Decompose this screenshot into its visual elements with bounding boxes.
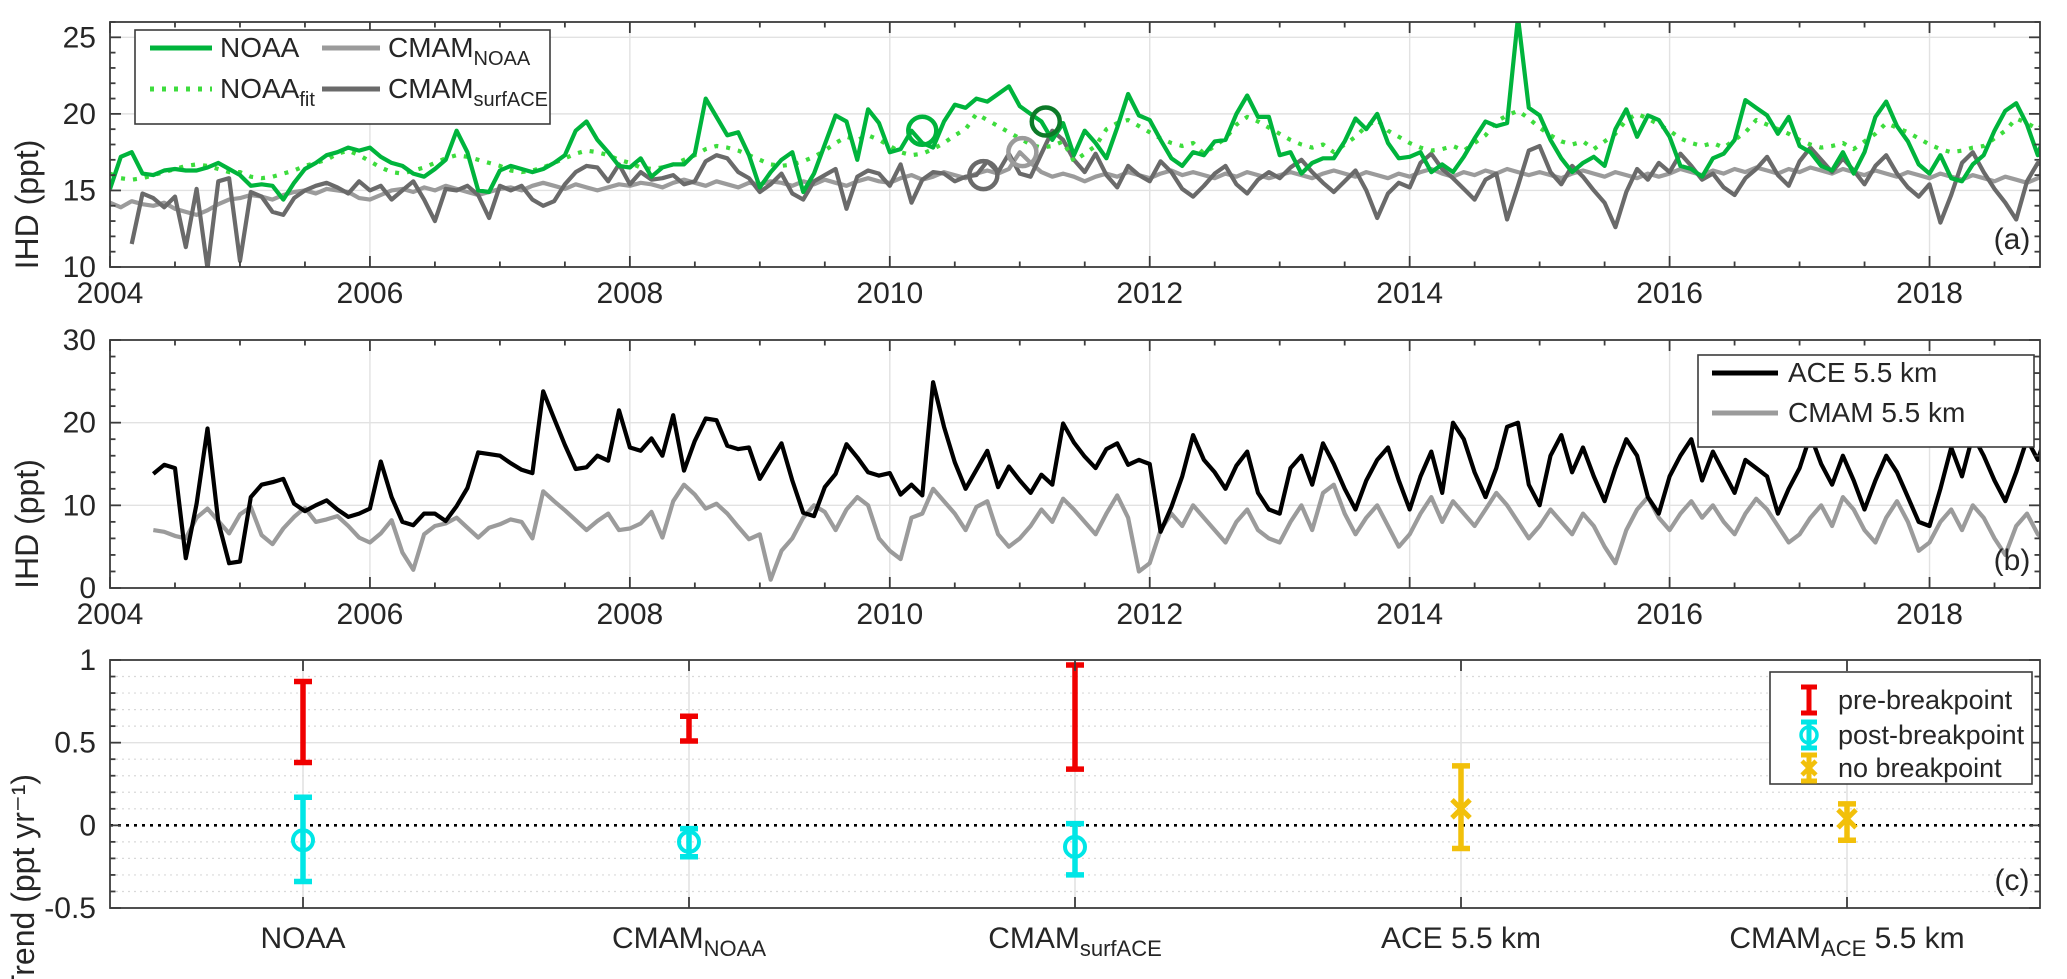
cmam-5-5-km-line [152,482,2040,582]
x-tick-label: 2014 [1376,598,1443,631]
category-label: CMAMsurfACE [988,922,1162,961]
legend-label-pre-breakpoint: pre-breakpoint [1838,685,2013,715]
x-tick-label: 2016 [1636,598,1703,631]
legend-glyph-post-breakpoint [1799,725,1819,745]
ace-5-5-km-line [151,380,2040,566]
axes-box [109,339,2041,589]
legend-label-no-breakpoint: no breakpoint [1838,753,2002,783]
cmam-surface-breakpoint-circle [967,158,1000,192]
y-tick-label: 20 [63,98,96,131]
panel-letter: (a) [1994,223,2031,256]
y-tick-label: -0.5 [44,892,96,925]
legend-label-cmam-5-5-km: CMAM 5.5 km [1788,397,1965,428]
series-group [110,22,2040,267]
x-tick-label: 2010 [856,598,923,631]
no-breakpoint-marker [1450,798,1472,820]
x-tick-label: 2012 [1116,598,1183,631]
x-tick-label: 2012 [1116,277,1183,310]
panel-b: 2004 2006 2008 2010 2012 2014 2016 2018 0 10 20 30 I… [9,324,2041,631]
y-tick-label: 0.5 [54,727,96,760]
x-tick-label: 2010 [856,277,923,310]
cmam-noaa-breakpoint-circle [1006,135,1039,169]
legend-label-noaa: NOAA [220,32,300,63]
x-tick-label: 2008 [596,277,663,310]
legend-glyph-no-breakpoint [1800,759,1818,777]
x-tick-label: 2008 [596,598,663,631]
noaa-fit-breakpoint-circle [1029,105,1063,138]
legend-label-ace-5-5-km: ACE 5.5 km [1788,357,1937,388]
category-label: ACE 5.5 km [1381,922,1541,955]
x-tick-label: 2006 [337,598,404,631]
noaa-breakpoint-circle [906,114,939,147]
y-tick-label: 0 [79,572,96,605]
y-axis-title: Trend (ppt yr⁻¹) [5,774,41,979]
y-tick-label: 1 [79,644,96,677]
legend-label-cmam_surface: CMAMsurfACE [388,73,548,111]
legend-label-noaafit: NOAAfit [220,73,315,111]
x-tick-label: 2004 [77,598,144,631]
legend-label-post-breakpoint: post-breakpoint [1838,720,2025,750]
post-breakpoint-marker [1063,834,1087,859]
no-breakpoint-marker [1836,807,1858,830]
panel-a: 2004 2006 2008 2010 2012 2014 2016 2018 10 15 20 25… [9,21,2041,310]
y-tick-label: 10 [63,251,96,284]
x-tick-label: 2006 [337,277,404,310]
category-label: CMAMNOAA [612,922,766,961]
noaafit-line [110,108,2040,182]
y-axis-title: IHD (ppt) [9,459,45,589]
category-label: NOAA [260,922,345,955]
y-tick-label: 25 [63,21,96,54]
panel-letter: (b) [1994,544,2031,577]
y-tick-label: 20 [63,407,96,440]
noaa-line [110,22,2040,202]
y-axis-title: IHD (ppt) [9,140,45,270]
y-tick-label: 15 [63,174,96,207]
panel-c: -0.5 0 0.5 1 NOAA CMAMNOAA CMAMsurfACE ACE 5.5 … [5,644,2041,979]
category-label: CMAMACE 5.5 km [1729,922,1964,961]
x-tick-label: 2004 [77,277,144,310]
legend-box-panel-b [1697,354,2035,448]
y-tick-label: 0 [79,809,96,842]
x-tick-label: 2018 [1896,598,1963,631]
x-tick-label: 2014 [1376,277,1443,310]
series-group [151,380,2040,582]
x-tick-label: 2018 [1896,277,1963,310]
post-breakpoint-marker [677,829,701,854]
cmam-noaa-line [110,150,2040,217]
post-breakpoint-marker [291,828,315,853]
cmam-surface-line [129,128,2040,267]
legend-label-cmam_noaa: CMAMNOAA [388,32,531,70]
panel-letter: (c) [1995,864,2030,897]
y-tick-label: 10 [63,489,96,522]
y-tick-label: 30 [63,324,96,357]
x-tick-label: 2016 [1636,277,1703,310]
